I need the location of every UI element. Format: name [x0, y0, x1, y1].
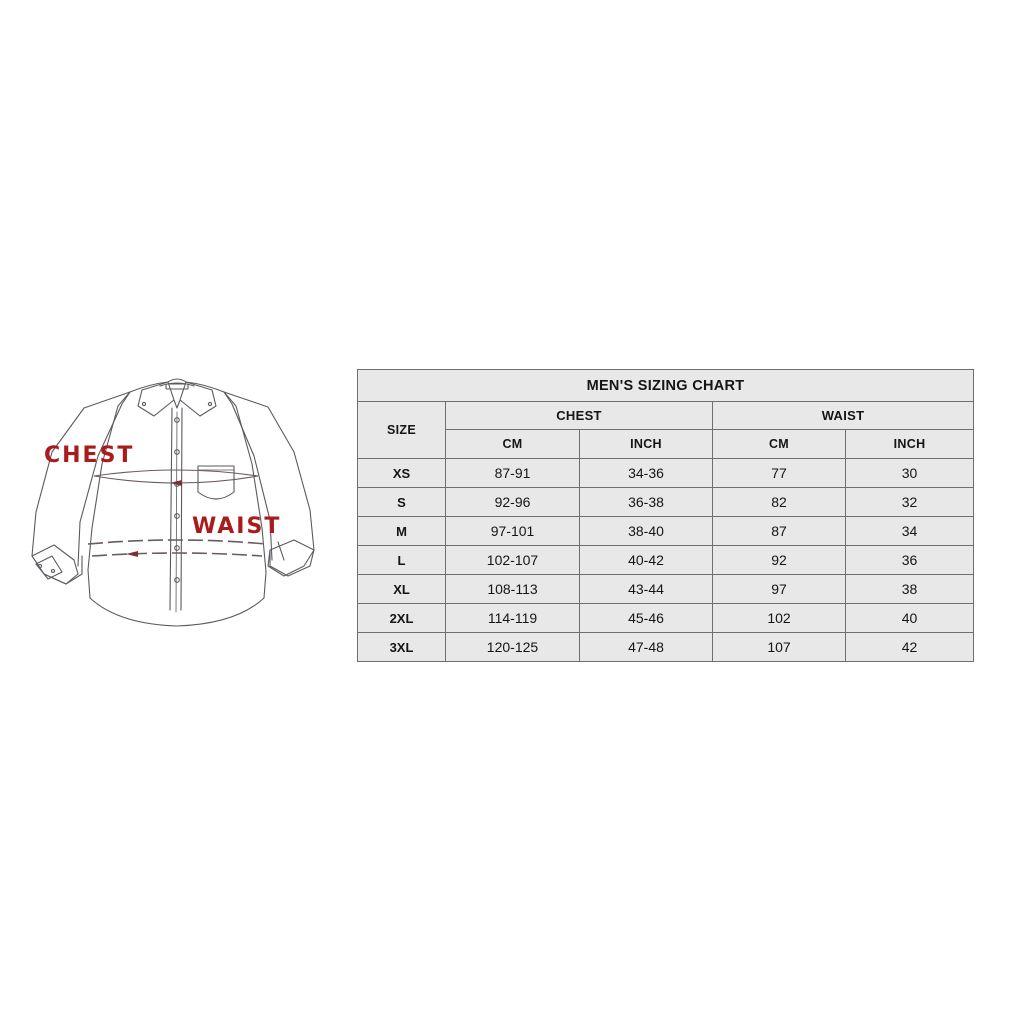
- cell-size: XL: [357, 574, 446, 604]
- table-title-row: MEN'S SIZING CHART: [356, 369, 975, 402]
- placket-button-4: [174, 513, 180, 519]
- placket-button-6: [174, 577, 180, 583]
- body-right-side: [223, 391, 267, 599]
- cell-chest-cm: 108-113: [445, 574, 580, 604]
- cell-chest-inch: 47-48: [579, 632, 713, 662]
- waist-label: WAIST: [192, 514, 281, 539]
- table-row: 3XL 120-125 47-48 107 42: [357, 632, 975, 662]
- left-cuff-button-2: [50, 568, 56, 574]
- column-header-chest-cm: CM: [445, 429, 580, 459]
- table-row: M 97-101 38-40 87 34: [357, 516, 975, 546]
- column-header-size: SIZE: [357, 401, 446, 459]
- collar-band-top: [167, 378, 187, 383]
- cell-chest-inch: 38-40: [579, 516, 713, 546]
- waist-measure-arrow: [126, 551, 138, 557]
- placket-left-edge: [169, 407, 173, 611]
- mens-sizing-table: MEN'S SIZING CHART SIZE CHEST WAIST CM I…: [356, 369, 975, 662]
- collar-label-tab: [165, 383, 189, 390]
- cell-size: S: [357, 487, 446, 517]
- shirt-illustration: CHEST WAIST: [22, 360, 332, 660]
- collar-right-blade: [179, 381, 217, 417]
- cell-chest-inch: 34-36: [579, 458, 713, 488]
- chest-label: CHEST: [44, 443, 134, 468]
- column-header-chest-inch: INCH: [579, 429, 713, 459]
- right-armhole-seam: [223, 391, 273, 561]
- cell-waist-cm: 107: [712, 632, 846, 662]
- waist-measure-line-bottom: [91, 552, 263, 557]
- cell-waist-inch: 38: [844, 574, 975, 604]
- table-unit-header-row: CM INCH CM INCH: [358, 429, 975, 459]
- cell-waist-cm: 82: [712, 487, 846, 517]
- table-row: L 102-107 40-42 92 36: [357, 545, 975, 575]
- table-row: S 92-96 36-38 82 32: [357, 487, 975, 517]
- table-body: XS 87-91 34-36 77 30 S 92-96 36-38 82 32 M 97-101 38…: [357, 458, 975, 662]
- sizing-table-container: MEN'S SIZING CHART SIZE CHEST WAIST CM I…: [356, 369, 975, 662]
- cell-size: M: [357, 516, 446, 546]
- cell-chest-cm: 102-107: [445, 545, 580, 575]
- collar-button-right: [207, 401, 213, 407]
- cell-waist-cm: 97: [712, 574, 846, 604]
- cell-chest-inch: 43-44: [579, 574, 713, 604]
- cell-waist-inch: 30: [844, 458, 975, 488]
- table-row: 2XL 114-119 45-46 102 40: [357, 603, 975, 633]
- cell-chest-cm: 114-119: [445, 603, 580, 633]
- cell-waist-inch: 34: [844, 516, 975, 546]
- right-cuff: [269, 539, 315, 577]
- cell-chest-cm: 92-96: [445, 487, 580, 517]
- cell-chest-cm: 97-101: [445, 516, 580, 546]
- placket-button-1: [174, 417, 180, 423]
- waist-measure-line-top: [87, 539, 267, 545]
- cell-waist-inch: 32: [844, 487, 975, 517]
- column-header-waist-cm: CM: [712, 429, 846, 459]
- table-title: MEN'S SIZING CHART: [356, 369, 975, 402]
- cell-size: 2XL: [357, 603, 446, 633]
- table-header: MEN'S SIZING CHART SIZE CHEST WAIST CM I…: [356, 369, 975, 459]
- cell-size: XS: [357, 458, 446, 488]
- table-row: XL 108-113 43-44 97 38: [357, 574, 975, 604]
- chest-measure-arrow: [170, 480, 182, 486]
- cell-waist-cm: 92: [712, 545, 846, 575]
- cell-chest-inch: 45-46: [579, 603, 713, 633]
- cell-chest-cm: 87-91: [445, 458, 580, 488]
- shirt-hem: [89, 597, 265, 627]
- cell-chest-cm: 120-125: [445, 632, 580, 662]
- cell-chest-inch: 36-38: [579, 487, 713, 517]
- right-sleeve-outline: [223, 391, 315, 577]
- cell-size: L: [357, 545, 446, 575]
- table-group-header-row: SIZE CHEST WAIST: [357, 401, 975, 459]
- cell-waist-inch: 36: [844, 545, 975, 575]
- cell-chest-inch: 40-42: [579, 545, 713, 575]
- placket-center-fold: [175, 411, 178, 613]
- placket-button-2: [174, 449, 180, 455]
- cell-waist-cm: 102: [712, 603, 846, 633]
- left-armhole-seam: [77, 391, 131, 567]
- column-header-waist-inch: INCH: [844, 429, 975, 459]
- cell-waist-inch: 42: [844, 632, 975, 662]
- column-group-chest: CHEST: [445, 401, 713, 430]
- cell-waist-cm: 87: [712, 516, 846, 546]
- placket-button-5: [174, 545, 180, 551]
- chest-pocket: [197, 465, 235, 500]
- collar-left-blade: [137, 381, 175, 417]
- left-cuff-placket: [35, 555, 63, 580]
- left-cuff-button-1: [37, 563, 43, 569]
- placket-right-edge: [180, 407, 183, 611]
- collar-band-inner: [159, 382, 195, 387]
- cell-waist-cm: 77: [712, 458, 846, 488]
- right-cuff-fold: [277, 541, 285, 561]
- column-group-waist: WAIST: [711, 401, 975, 430]
- collar-button-left: [141, 401, 147, 407]
- body-left-side: [87, 391, 131, 599]
- cell-waist-inch: 40: [844, 603, 975, 633]
- collar-v-notch: [173, 399, 181, 409]
- table-row: XS 87-91 34-36 77 30: [357, 458, 975, 488]
- chest-measure-line: [93, 469, 259, 484]
- cell-size: 3XL: [357, 632, 446, 662]
